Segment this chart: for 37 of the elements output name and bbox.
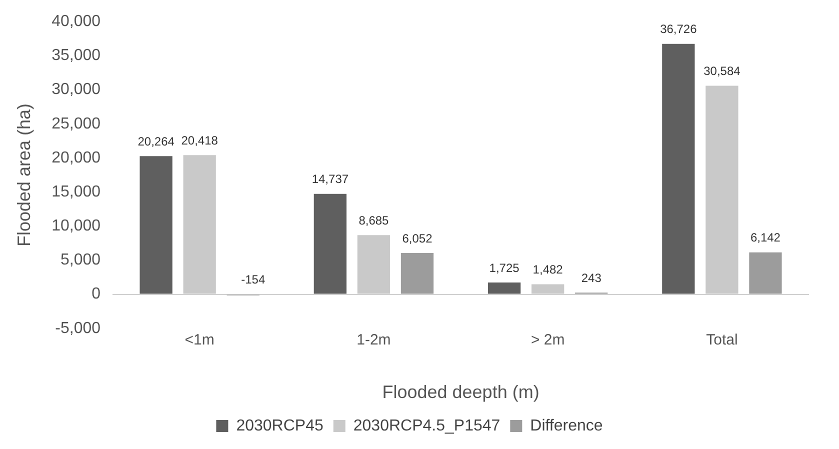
y-tick-label: 5,000 (60, 252, 101, 269)
legend-label: 2030RCP45 (236, 417, 324, 434)
y-tick-label: 10,000 (52, 218, 101, 235)
bar (140, 156, 172, 294)
bar (488, 282, 521, 294)
bar (662, 44, 695, 294)
data-label: 6,142 (750, 230, 781, 245)
x-tick-label: 1-2m (356, 332, 391, 349)
bar (400, 253, 434, 294)
y-tick-label: 20,000 (52, 149, 101, 166)
x-tick-label: > 2m (530, 332, 565, 349)
legend-label: Difference (530, 417, 603, 434)
y-tick-label: 35,000 (52, 47, 101, 64)
data-label: 8,685 (358, 213, 390, 228)
data-label: 6,052 (402, 231, 433, 246)
data-label: 14,737 (312, 172, 349, 186)
y-tick-label: 0 (92, 286, 101, 303)
data-label: 243 (581, 270, 602, 285)
y-tick-label: 25,000 (52, 115, 101, 132)
y-tick-label: 30,000 (52, 81, 101, 98)
x-tick-label: Total (706, 332, 738, 349)
bar (749, 252, 782, 294)
y-tick-label: 15,000 (52, 183, 101, 200)
data-label: 1,725 (489, 260, 520, 275)
data-label: 20,264 (138, 134, 175, 148)
data-label: 30,584 (704, 64, 741, 78)
x-tick-label: <1m (184, 332, 214, 349)
data-label: 20,418 (181, 133, 218, 148)
bar (314, 194, 347, 294)
y-tick-label: 40,000 (52, 13, 101, 30)
data-label: 36,726 (660, 22, 698, 36)
x-axis-title: Flooded deepth (m) (382, 382, 540, 402)
y-tick-label: -5,000 (55, 320, 101, 337)
y-axis-title: Flooded area (ha) (14, 103, 34, 247)
data-label: -154 (241, 272, 266, 287)
legend-label: 2030RCP4.5_P1547 (353, 417, 500, 434)
data-label: 1,482 (532, 262, 564, 277)
